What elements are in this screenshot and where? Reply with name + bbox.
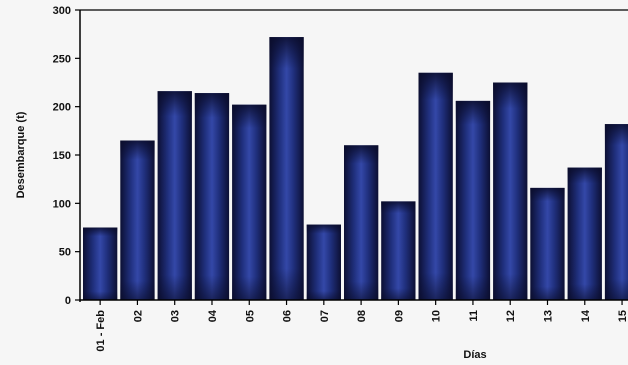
y-tick-label: 150	[53, 150, 71, 162]
bar-shade-1	[83, 227, 118, 300]
bar-shade-4	[194, 93, 230, 300]
x-axis: 01 - Feb 02 03 04 05 06 07 08 09 10 11 12 13 14 15	[80, 299, 628, 352]
x-tick-label: 09	[393, 310, 405, 322]
bar-shade-8	[344, 145, 379, 300]
x-tick-label: 10	[431, 310, 443, 322]
bar-shade-2	[120, 140, 155, 300]
x-tick-label: 14	[580, 309, 592, 322]
x-tick-label: 08	[356, 310, 368, 322]
bar-shade-6	[269, 37, 304, 300]
x-tick-label: 07	[319, 310, 331, 322]
bar-shade-7	[306, 224, 341, 300]
x-tick-label: 11	[468, 310, 480, 322]
x-tick-label: 15	[617, 310, 628, 322]
x-tick-label: 06	[282, 310, 294, 322]
x-axis-title: Días	[463, 349, 486, 361]
x-tick-label: 02	[132, 310, 144, 322]
y-tick-label: 200	[53, 102, 71, 114]
bar-shade-12	[493, 82, 528, 300]
bar-shade-10	[418, 72, 453, 300]
y-tick-label: 250	[53, 53, 71, 65]
x-tick-label: 03	[170, 310, 182, 322]
bar-shade-9	[381, 201, 416, 300]
x-tick-label: 01 - Feb	[95, 310, 107, 352]
y-axis-title: Desembarque (t)	[15, 111, 27, 198]
bar-shade-14	[567, 167, 602, 300]
bar-shade-13	[530, 187, 565, 300]
bar-shade-15	[604, 124, 628, 300]
y-tick-label: 0	[65, 295, 71, 307]
x-tick-label: 13	[543, 310, 555, 322]
x-tick-label: 05	[244, 310, 256, 322]
y-tick-label: 300	[53, 5, 71, 17]
y-tick-label: 100	[53, 198, 71, 210]
bar-shade-3	[157, 91, 192, 300]
y-axis: 0 50 100 150 200 250 300	[53, 5, 628, 307]
bar-shade-11	[455, 100, 491, 301]
x-tick-label: 04	[207, 309, 219, 322]
bars-group	[83, 37, 628, 301]
x-tick-label: 12	[505, 310, 517, 322]
y-tick-label: 50	[59, 247, 71, 259]
bar-shade-5	[232, 104, 267, 300]
